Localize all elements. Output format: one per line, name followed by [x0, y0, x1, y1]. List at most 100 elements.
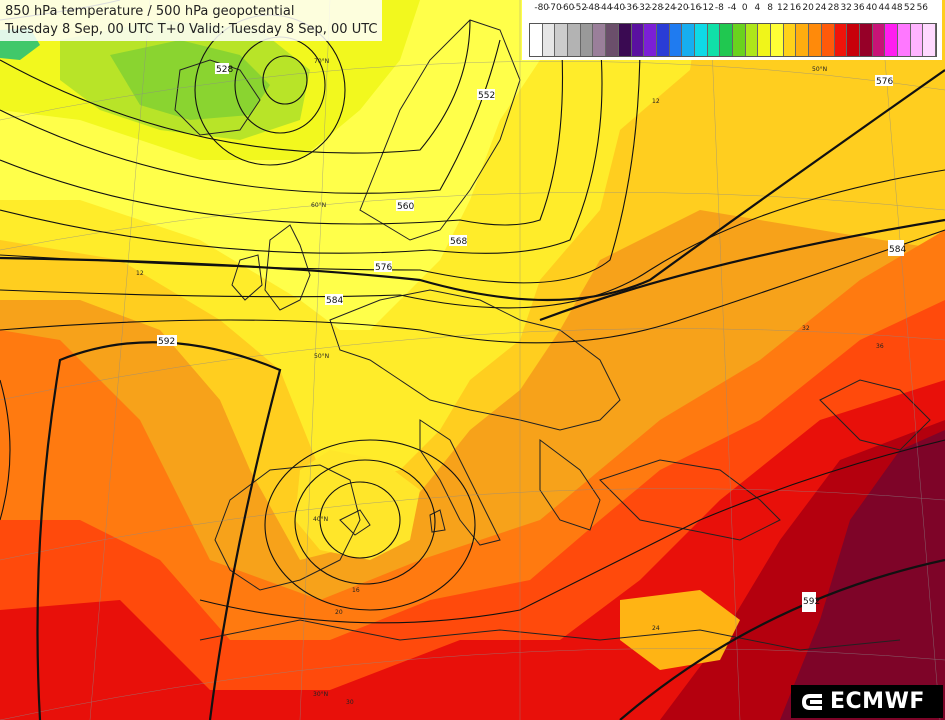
legend-tick-label: 40 — [865, 3, 878, 13]
contour-label-528: 528 — [216, 65, 233, 75]
temperature-labels: 12 16 20 24 32 36 30 12 — [136, 98, 884, 706]
legend-swatch — [758, 24, 772, 56]
legend-tick-label: 8 — [767, 3, 773, 13]
legend-tick-label: -48 — [585, 3, 600, 13]
temp-zone-cool-pool — [295, 450, 420, 560]
legend-swatch — [847, 24, 860, 56]
legend-tick-label: 20 — [802, 3, 814, 13]
legend-tick-label: -4 — [727, 3, 737, 13]
legend-tick-label: 56 — [916, 3, 929, 13]
legend-swatch — [606, 24, 619, 56]
legend-tick-label: 12 — [777, 3, 789, 13]
legend-swatch — [656, 24, 670, 56]
legend-swatch — [771, 24, 784, 56]
legend-tick-label: 16 — [789, 3, 802, 13]
legend-swatch — [783, 24, 797, 56]
legend-swatch — [885, 24, 898, 56]
legend-tick-label: 0 — [741, 3, 748, 13]
legend-tick-label: 32 — [840, 3, 852, 13]
legend-swatch — [809, 24, 822, 56]
lat-label-50n: 50°N — [314, 353, 329, 360]
legend-swatch — [580, 24, 594, 56]
legend-tick-label: -20 — [673, 3, 689, 13]
contour-label-584: 584 — [326, 296, 343, 306]
legend-swatch — [631, 24, 645, 56]
temp-label-20: 20 — [335, 609, 343, 616]
contour-label-592: 592 — [158, 337, 175, 347]
legend-swatch — [682, 24, 695, 56]
lat-label-30n: 30°N — [313, 691, 328, 698]
legend-tick-label: -36 — [623, 3, 638, 13]
legend-tick-label: -44 — [597, 3, 613, 13]
legend-tick-label: -8 — [714, 3, 724, 13]
ecmwf-logo-text: ECMWF — [830, 689, 925, 714]
legend-swatch — [530, 24, 543, 56]
coastlines — [174, 19, 931, 651]
legend-swatch — [707, 24, 721, 56]
legend-tick-label: -60 — [559, 3, 575, 13]
lat-label-40n: 40°N — [313, 516, 328, 523]
legend-swatch — [796, 24, 810, 56]
temp-label-12: 12 — [136, 270, 144, 277]
legend-tick-label: -52 — [572, 3, 588, 13]
legend-swatch — [593, 24, 607, 56]
lat-label-70n: 70°N — [314, 58, 329, 65]
graticule-labels: 70°N 60°N 50°N 40°N 30°N 50°N — [311, 58, 827, 698]
lat-label-60n: 60°N — [311, 202, 326, 209]
legend-swatch — [644, 24, 657, 56]
contour-label-576-east: 576 — [876, 77, 893, 87]
legend-swatch — [897, 24, 911, 56]
legend-color-bar — [529, 23, 937, 57]
map-title: 850 hPa temperature / 500 hPa geopotenti… — [5, 4, 295, 19]
legend-tick-label: 52 — [903, 3, 916, 13]
legend-swatch — [669, 24, 683, 56]
legend-tick-label: 48 — [891, 3, 903, 13]
ecmwf-logo: ECMWF — [791, 685, 943, 718]
temp-zone-sea-orange — [620, 590, 740, 670]
legend-swatch — [821, 24, 835, 56]
temp-label-30: 30 — [346, 699, 354, 706]
legend-tick-label: -16 — [686, 3, 702, 13]
legend-swatch — [555, 24, 569, 56]
legend-swatch — [694, 24, 708, 56]
contour-label-592-south: 592 — [803, 597, 820, 607]
legend-swatch — [733, 24, 746, 56]
legend-swatch — [923, 24, 936, 56]
legend-swatch — [542, 24, 556, 56]
map-subtitle: Tuesday 8 Sep, 00 UTC T+0 Valid: Tuesday… — [5, 22, 378, 37]
temp-label-24: 24 — [652, 625, 660, 632]
legend-tick-label: 24 — [815, 3, 827, 13]
legend-swatch — [910, 24, 924, 56]
legend-tick-label: -70 — [547, 3, 562, 13]
temp-zone-minus4 — [110, 40, 270, 120]
legend-swatch — [859, 24, 873, 56]
legend-swatch — [834, 24, 848, 56]
legend-swatch — [618, 24, 632, 56]
legend-swatch — [568, 24, 581, 56]
contour-label-560: 560 — [397, 202, 414, 212]
contour-label-584-east: 584 — [889, 245, 906, 255]
lat-label-50n-east: 50°N — [812, 66, 827, 73]
temp-label-12-north: 12 — [652, 98, 660, 105]
legend-tick-label: 36 — [853, 3, 865, 13]
contour-label-576: 576 — [375, 263, 392, 273]
legend-tick-label: -12 — [699, 3, 714, 13]
temp-label-16: 16 — [352, 587, 360, 594]
legend-tick-label: -24 — [661, 3, 676, 13]
legend-swatch — [872, 24, 886, 56]
legend-tick-label: 4 — [754, 3, 761, 13]
map-title-box: 850 hPa temperature / 500 hPa geopotenti… — [0, 0, 383, 41]
contour-label-552: 552 — [478, 91, 495, 101]
contour-labels: 528 552 560 568 576 584 592 584 576 592 — [157, 63, 906, 612]
legend-tick-label: -40 — [610, 3, 626, 13]
color-legend: -80 -70 -60 -52 -48 -44 -40 -36 -32 -28 -24 -20 -16-… — [522, 0, 942, 60]
legend-tick-label: -32 — [635, 3, 651, 13]
ecmwf-wave-icon — [802, 693, 822, 710]
legend-labels: -80 -70 -60 -52 -48 -44 -40 -36 -32 -28 -24 -20 -16-… — [522, 3, 942, 15]
contour-label-568: 568 — [450, 237, 467, 247]
legend-tick-label: -28 — [648, 3, 664, 13]
legend-tick-label: 28 — [827, 3, 840, 13]
temp-label-36: 36 — [876, 343, 884, 350]
legend-tick-label: 44 — [878, 3, 890, 13]
